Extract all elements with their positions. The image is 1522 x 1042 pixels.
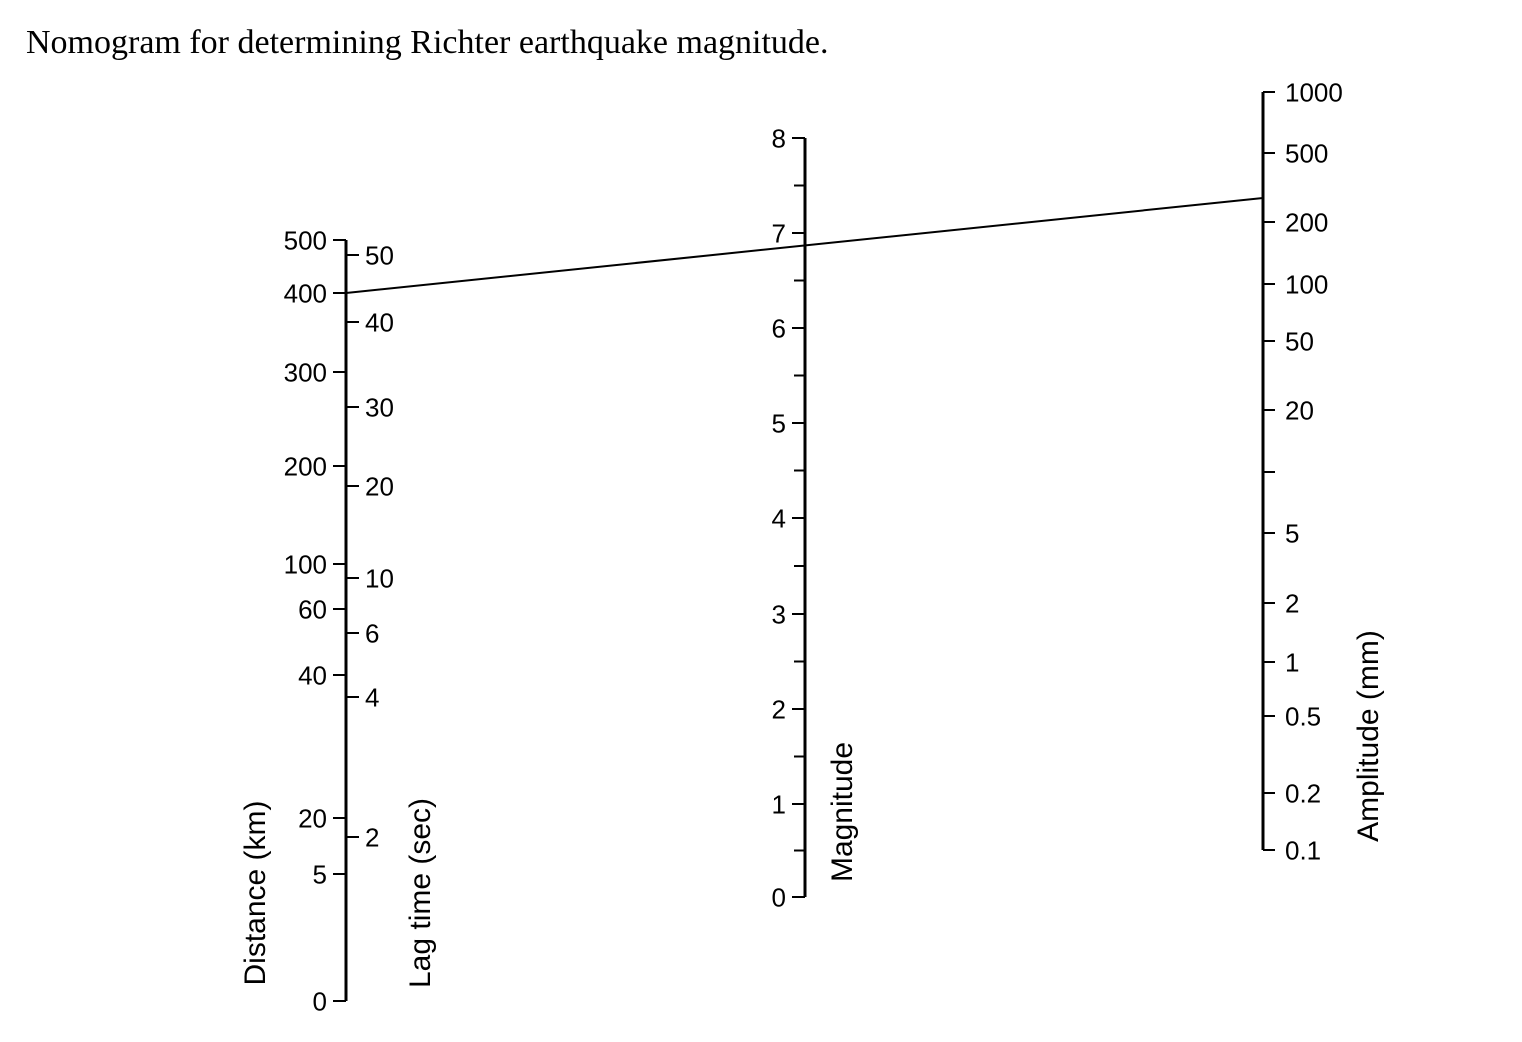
magnitude-tick-label: 2: [772, 694, 786, 724]
lag-time-tick-label: 20: [365, 471, 394, 501]
lag-time-tick-label: 2: [365, 822, 379, 852]
lag-time-tick-label: 50: [365, 240, 394, 270]
distance-tick-label: 0: [313, 986, 327, 1016]
amplitude-tick-label: 100: [1285, 269, 1328, 299]
lag-time-tick-label: 10: [365, 563, 394, 593]
distance-ticks: 500 400 300 200 100 60 40 20 5 0: [284, 225, 346, 1016]
magnitude-axis-label: Magnitude: [826, 742, 859, 882]
amplitude-tick-label: 200: [1285, 207, 1328, 237]
distance-tick-label: 400: [284, 278, 327, 308]
amplitude-tick-label: 500: [1285, 138, 1328, 168]
magnitude-tick-label: 3: [772, 599, 786, 629]
amplitude-axis: 1000 500 200 100 50 20 5 2 1 0.5 0.2 0.1 Amplitude …: [1261, 77, 1385, 865]
amplitude-tick-label: 0.2: [1285, 778, 1321, 808]
magnitude-tick-label: 8: [772, 123, 786, 153]
lag-time-tick-label: 30: [365, 392, 394, 422]
amplitude-tick-label: 1000: [1285, 77, 1343, 107]
magnitude-tick-label: 1: [772, 789, 786, 819]
distance-tick-label: 20: [298, 803, 327, 833]
amplitude-tick-label: 0.1: [1285, 835, 1321, 865]
distance-tick-label: 500: [284, 225, 327, 255]
lag-time-ticks: 50 40 30 20 10 6 4 2: [346, 240, 394, 852]
reading-line: [345, 197, 1264, 294]
figure-title: Nomogram for determining Richter earthqu…: [26, 24, 829, 61]
distance-tick-label: 200: [284, 451, 327, 481]
amplitude-tick-label: 2: [1285, 588, 1299, 618]
magnitude-axis: 8 7 6 5 4 3 2 1 0 Magnitude: [772, 123, 859, 912]
magnitude-tick-label: 6: [772, 313, 786, 343]
magnitude-tick-label: 7: [772, 218, 786, 248]
distance-tick-label: 100: [284, 549, 327, 579]
lag-time-tick-label: 6: [365, 618, 379, 648]
distance-tick-label: 300: [284, 357, 327, 387]
amplitude-tick-label: 5: [1285, 518, 1299, 548]
magnitude-tick-label: 5: [772, 408, 786, 438]
amplitude-axis-label: Amplitude (mm): [1352, 630, 1385, 842]
distance-axis-label: Distance (km): [239, 800, 272, 985]
distance-tick-label: 5: [313, 859, 327, 889]
amplitude-ticks: 1000 500 200 100 50 20 5 2 1 0.5 0.2 0.1: [1263, 77, 1343, 865]
distance-tick-label: 60: [298, 594, 327, 624]
amplitude-tick-label: 50: [1285, 326, 1314, 356]
amplitude-tick-label: 0.5: [1285, 701, 1321, 731]
lag-time-tick-label: 4: [365, 682, 379, 712]
magnitude-tick-label: 4: [772, 503, 786, 533]
amplitude-tick-label: 20: [1285, 395, 1314, 425]
magnitude-tick-label: 0: [772, 882, 786, 912]
lag-time-axis-label: Lag time (sec): [404, 798, 437, 988]
lag-time-tick-label: 40: [365, 307, 394, 337]
distance-tick-label: 40: [298, 660, 327, 690]
amplitude-tick-label: 1: [1285, 647, 1299, 677]
magnitude-ticks: 8 7 6 5 4 3 2 1 0: [772, 123, 805, 912]
